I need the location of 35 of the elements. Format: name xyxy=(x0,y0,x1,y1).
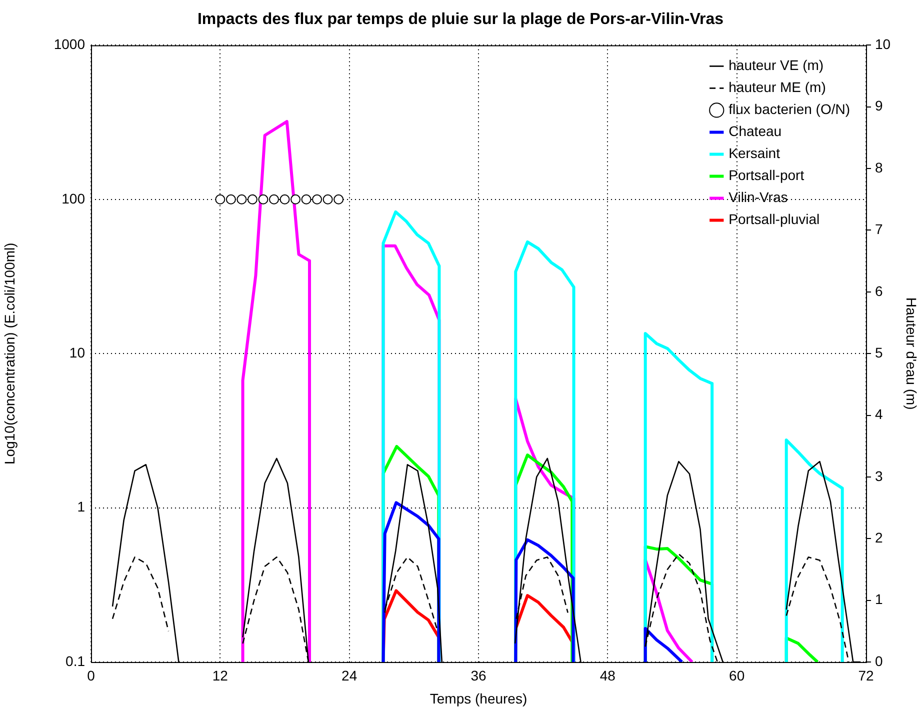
y2-tick-label: 1 xyxy=(875,591,883,608)
x-tick-label: 48 xyxy=(600,667,616,684)
y-tick-label: 1000 xyxy=(54,36,86,52)
y2-tick-label: 0 xyxy=(875,652,883,669)
legend-label: Kersaint xyxy=(728,145,780,162)
chart-title: Impacts des flux par temps de pluie sur la plage de Pors-ar-Vilin-Vras xyxy=(197,11,724,28)
y-tick-label: 1 xyxy=(77,498,86,515)
y-tick-label: 10 xyxy=(69,344,86,360)
legend-label: Portsall-port xyxy=(728,167,804,184)
y-tick-label: 100 xyxy=(62,190,86,206)
y2-tick-label: 6 xyxy=(875,282,883,299)
x-tick-label: 0 xyxy=(87,667,96,684)
x-tick-label: 12 xyxy=(212,667,228,684)
x-tick-label: 24 xyxy=(342,667,358,684)
y2-tick-label: 9 xyxy=(875,98,883,114)
y2-tick-label: 10 xyxy=(875,36,891,52)
legend-label: Chateau xyxy=(728,123,782,140)
legend-label: hauteur VE (m) xyxy=(728,57,824,74)
legend-label: flux bacterien (O/N) xyxy=(728,101,850,118)
legend-label: hauteur ME (m) xyxy=(728,79,826,96)
x-tick-label: 36 xyxy=(470,667,486,684)
y2-axis-title: Hauteur d'eau (m) xyxy=(904,297,920,410)
y2-tick-label: 5 xyxy=(875,344,883,360)
x-axis-title: Temps (heures) xyxy=(430,690,528,706)
y2-tick-label: 8 xyxy=(875,159,883,176)
y2-tick-label: 3 xyxy=(875,468,883,484)
y2-tick-label: 4 xyxy=(875,406,883,422)
y2-tick-label: 2 xyxy=(875,530,883,546)
legend-label: Vilin-Vras xyxy=(728,189,788,206)
x-tick-label: 72 xyxy=(858,667,874,684)
y-axis-title: Log10(concentration) (E.coli/100ml) xyxy=(1,242,18,464)
y2-tick-label: 7 xyxy=(875,221,883,238)
legend-label: Portsall-pluvial xyxy=(728,211,820,228)
y-tick-label: 0.1 xyxy=(66,652,86,669)
x-tick-label: 60 xyxy=(729,667,745,684)
